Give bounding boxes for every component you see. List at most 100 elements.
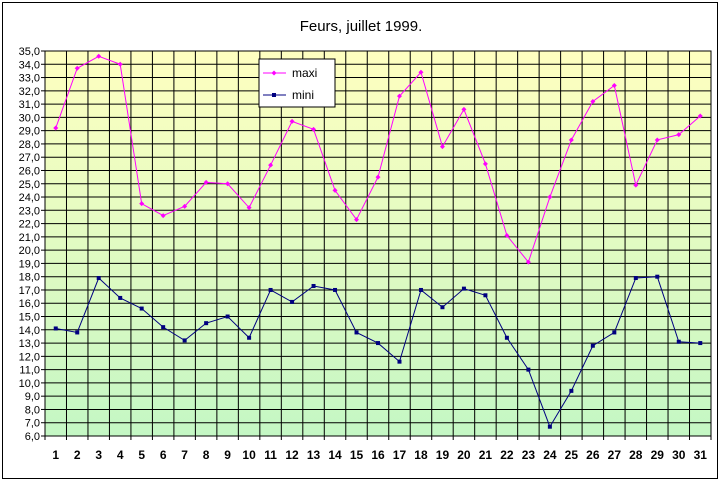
data-point-maxi [375, 174, 381, 180]
legend-marker-maxi [271, 70, 277, 76]
data-point-mini [633, 276, 638, 281]
y-tick-label: 9,0 [25, 391, 40, 403]
data-point-mini [182, 338, 187, 343]
y-tick-label: 21,0 [19, 232, 40, 244]
data-point-maxi [461, 106, 467, 112]
data-point-mini [590, 343, 595, 348]
x-tick-label: 28 [629, 448, 643, 462]
data-point-mini [247, 335, 252, 340]
data-point-mini [118, 295, 123, 300]
legend-box [258, 58, 336, 108]
x-tick-label: 4 [117, 448, 124, 462]
x-tick-label: 9 [224, 448, 231, 462]
data-point-mini [354, 330, 359, 335]
x-tick-label: 5 [138, 448, 145, 462]
x-tick-label: 2 [74, 448, 81, 462]
y-tick-label: 32,0 [19, 86, 40, 98]
x-tick-label: 22 [500, 448, 514, 462]
data-point-mini [75, 330, 80, 335]
x-tick-label: 6 [160, 448, 167, 462]
data-point-maxi [590, 98, 596, 104]
x-tick-label: 14 [328, 448, 342, 462]
data-point-maxi [697, 113, 703, 119]
x-tick-label: 26 [586, 448, 600, 462]
data-point-maxi [611, 83, 617, 89]
data-point-mini [53, 326, 58, 331]
y-tick-label: 35,0 [19, 46, 40, 58]
y-tick-label: 11,0 [19, 365, 40, 377]
y-tick-label: 15,0 [19, 312, 40, 324]
y-tick-label: 24,0 [19, 192, 40, 204]
data-point-mini [504, 335, 509, 340]
x-tick-label: 11 [264, 448, 277, 462]
x-tick-label: 30 [672, 448, 686, 462]
data-point-maxi [139, 201, 145, 207]
data-point-mini [483, 293, 488, 298]
data-point-maxi [525, 259, 531, 265]
data-point-maxi [289, 118, 295, 124]
x-tick-label: 16 [371, 448, 385, 462]
data-point-mini [376, 341, 380, 346]
data-point-maxi [268, 162, 274, 168]
y-tick-label: 16,0 [19, 298, 40, 310]
legend: maxi mini [258, 58, 336, 108]
x-tick-label: 31 [694, 448, 708, 462]
data-point-maxi [504, 233, 510, 239]
x-tick-label: 12 [285, 448, 299, 462]
y-tick-label: 8,0 [25, 404, 40, 416]
y-tick-label: 28,0 [19, 139, 40, 151]
data-point-mini [290, 299, 295, 304]
data-point-maxi [568, 137, 574, 143]
data-point-mini [612, 330, 617, 335]
x-tick-label: 24 [543, 448, 557, 462]
y-tick-label: 29,0 [19, 126, 40, 138]
x-tick-label: 1 [52, 448, 59, 462]
x-tick-label: 17 [393, 448, 407, 462]
data-point-maxi [332, 187, 338, 193]
data-point-mini [676, 339, 681, 344]
plot-area [45, 51, 711, 436]
y-tick-label: 34,0 [19, 59, 40, 71]
x-tick-label: 27 [608, 448, 622, 462]
x-tick-label: 21 [479, 448, 493, 462]
y-tick-label: 12,0 [19, 351, 40, 363]
data-point-mini [569, 388, 574, 393]
data-point-mini [655, 274, 660, 279]
data-point-maxi [246, 205, 252, 211]
legend-marker-mini [272, 93, 276, 97]
chart-title: Feurs, juillet 1999. [299, 18, 423, 35]
x-tick-label: 7 [181, 448, 188, 462]
data-point-maxi [633, 182, 639, 188]
data-point-maxi [676, 132, 682, 138]
data-point-mini [526, 367, 531, 372]
x-tick-label: 13 [307, 448, 321, 462]
data-point-mini [461, 286, 466, 291]
data-point-mini [547, 424, 552, 429]
data-point-maxi [117, 61, 123, 67]
data-point-mini [225, 314, 230, 319]
x-tick-label: 3 [95, 448, 102, 462]
data-point-maxi [354, 217, 360, 223]
y-tick-label: 6,0 [25, 431, 40, 443]
data-point-maxi [203, 179, 209, 185]
x-tick-label: 29 [651, 448, 665, 462]
series-mini [53, 274, 703, 429]
y-tick-label: 25,0 [19, 179, 40, 191]
y-tick-label: 22,0 [19, 219, 40, 231]
series-layer [53, 53, 703, 429]
x-tick-label: 19 [436, 448, 450, 462]
data-point-maxi [182, 203, 188, 209]
y-tick-label: 18,0 [19, 272, 40, 284]
y-tick-label: 30,0 [19, 112, 40, 124]
data-point-mini [96, 276, 101, 281]
data-point-maxi [547, 194, 553, 200]
x-tick-label: 25 [565, 448, 579, 462]
x-tick-label: 23 [522, 448, 536, 462]
y-tick-label: 13,0 [19, 338, 40, 350]
data-point-mini [204, 321, 209, 326]
plot-border [44, 50, 712, 437]
x-axis-ticks: 1 2 3 4 5 6 7 8 9 10 11 12 13 14 15 16 17 18 19 20 21 22 23 24 2… [52, 448, 707, 462]
data-point-mini [268, 287, 273, 292]
data-point-mini [161, 325, 166, 330]
